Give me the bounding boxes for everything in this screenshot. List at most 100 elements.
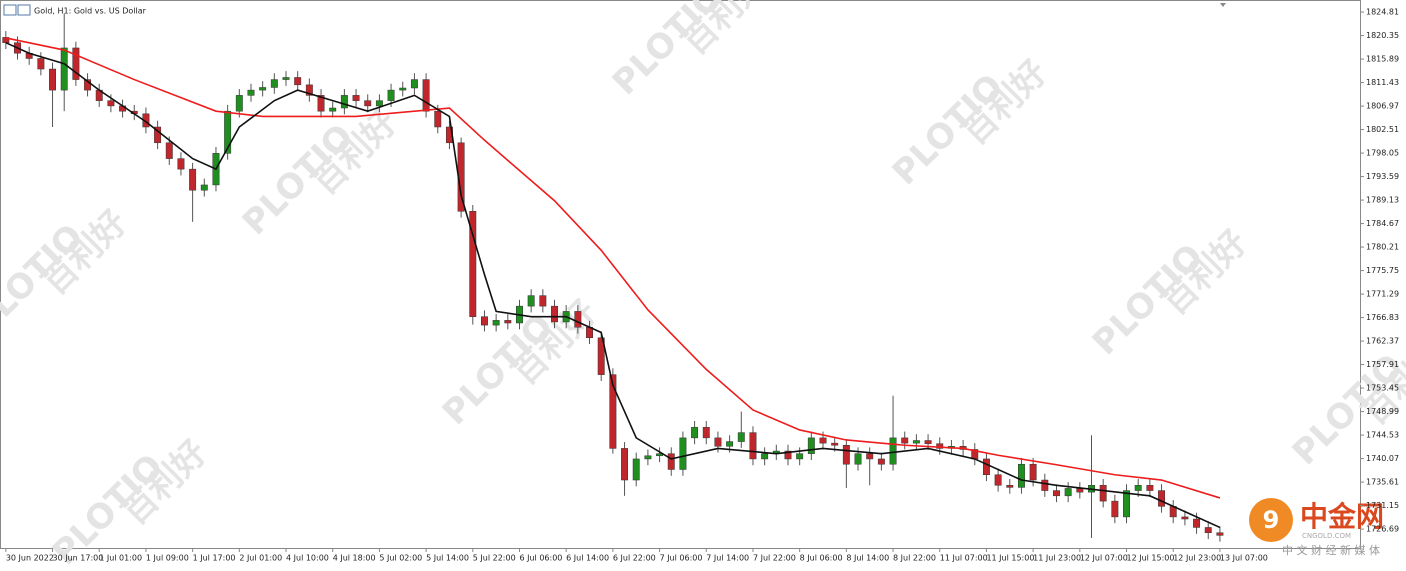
chart-icon <box>17 4 31 16</box>
candle-body <box>107 100 115 107</box>
candle-body <box>224 110 232 154</box>
candle-body <box>667 453 675 470</box>
candle-body <box>527 295 535 307</box>
y-tick-label: 1740.07 <box>1366 454 1399 463</box>
logo-slogan: 中 文 财 经 新 媒 体 <box>1282 543 1380 557</box>
candle-body <box>469 211 477 317</box>
candle-body <box>364 100 372 107</box>
x-tick-label: 8 Jul 14:00 <box>846 554 889 563</box>
x-tick-label: 30 Jun 2022 <box>6 554 54 563</box>
chart-title: Gold, H1: Gold vs. US Dollar <box>34 7 147 16</box>
x-tick-label: 1 Jul 09:00 <box>146 554 189 563</box>
y-tick-label: 1735.61 <box>1366 478 1399 487</box>
candle-body <box>597 337 605 375</box>
moving-average-line <box>5 37 1221 499</box>
candle-body <box>796 453 804 460</box>
candle-body <box>831 442 839 446</box>
candle-body <box>924 440 932 444</box>
x-tick-label: 8 Jul 22:00 <box>893 554 936 563</box>
y-tick-label: 1820.35 <box>1366 31 1399 40</box>
candle-body <box>679 437 687 470</box>
candle-body <box>714 437 722 447</box>
x-tick-label: 13 Jul 07:00 <box>1220 554 1268 563</box>
x-tick-label: 12 Jul 23:00 <box>1173 554 1221 563</box>
candle-body <box>1099 485 1107 502</box>
candle-body <box>434 110 442 128</box>
candle-body <box>1181 516 1189 520</box>
x-tick-label: 1 Jul 17:00 <box>193 554 236 563</box>
candle-body <box>154 126 162 144</box>
y-tick-label: 1806.97 <box>1366 102 1399 111</box>
x-tick-label: 7 Jul 14:00 <box>706 554 749 563</box>
candle-body <box>1123 490 1130 518</box>
candle-body <box>1064 488 1072 497</box>
candle-body <box>912 440 920 444</box>
candle-body <box>422 79 430 112</box>
candle-body <box>270 79 278 88</box>
candle-body <box>1029 463 1037 481</box>
y-tick-label: 1748.99 <box>1366 407 1399 416</box>
candle-body <box>691 427 699 439</box>
candle-body <box>854 453 862 465</box>
x-tick-label: 4 Jul 18:00 <box>333 554 376 563</box>
candle-body <box>1041 479 1049 491</box>
candle-body <box>784 450 792 460</box>
x-tick-label: 6 Jul 06:00 <box>519 554 562 563</box>
x-tick-label: 11 Jul 07:00 <box>940 554 988 563</box>
candle-body <box>1134 485 1142 491</box>
logo-site: CNGOLD.COM <box>1302 532 1351 540</box>
candle-body <box>37 58 45 70</box>
candle-body <box>539 295 547 307</box>
candle-body <box>702 427 710 439</box>
candle-body <box>410 79 418 89</box>
candle-body <box>644 455 652 460</box>
candle-body <box>504 320 512 324</box>
moving-average-line <box>5 41 1221 529</box>
candle-body <box>551 305 558 323</box>
candle-body <box>165 142 173 159</box>
y-tick-label: 1784.67 <box>1366 219 1399 228</box>
y-tick-label: 1789.13 <box>1366 196 1399 205</box>
x-tick-label: 5 Jul 02:00 <box>379 554 422 563</box>
candle-body <box>632 458 640 481</box>
y-tick-label: 1753.45 <box>1366 384 1399 393</box>
x-tick-label: 8 Jul 06:00 <box>800 554 843 563</box>
candle-body <box>387 89 395 101</box>
y-tick-label: 1775.75 <box>1366 266 1399 275</box>
chart-icon <box>3 4 17 16</box>
candle-body <box>259 87 267 91</box>
candle-body <box>84 79 92 91</box>
x-tick-label: 7 Jul 22:00 <box>753 554 796 563</box>
y-tick-label: 1802.51 <box>1366 125 1399 134</box>
candle-body <box>247 89 255 96</box>
candle-body <box>375 100 383 107</box>
candle-body <box>982 458 990 476</box>
candle-body <box>1053 490 1060 497</box>
candle-body <box>329 107 337 112</box>
y-tick-label: 1766.83 <box>1366 313 1399 322</box>
candle-body <box>492 320 500 326</box>
candle-body <box>399 87 407 91</box>
candle-body <box>481 316 488 326</box>
x-tick-label: 5 Jul 22:00 <box>473 554 516 563</box>
candle-body <box>889 437 897 465</box>
candle-body <box>1076 488 1084 493</box>
candle-body <box>2 37 10 43</box>
x-tick-label: 11 Jul 23:00 <box>1033 554 1081 563</box>
x-tick-label: 5 Jul 14:00 <box>426 554 469 563</box>
candle-body <box>877 458 885 465</box>
y-tick-label: 1757.91 <box>1366 360 1399 369</box>
x-tick-label: 2 Jul 01:00 <box>239 554 282 563</box>
y-tick-label: 1780.21 <box>1366 243 1399 252</box>
x-tick-label: 6 Jul 14:00 <box>566 554 609 563</box>
x-tick-label: 30 Jun 17:00 <box>53 554 104 563</box>
candle-body <box>49 68 56 91</box>
candle-body <box>842 445 850 465</box>
candle-body <box>807 437 815 454</box>
candle-body <box>574 311 582 328</box>
candle-body <box>726 441 734 447</box>
y-tick-label: 1798.05 <box>1366 149 1399 158</box>
candle-body <box>305 84 313 96</box>
y-tick-label: 1771.29 <box>1366 290 1399 299</box>
